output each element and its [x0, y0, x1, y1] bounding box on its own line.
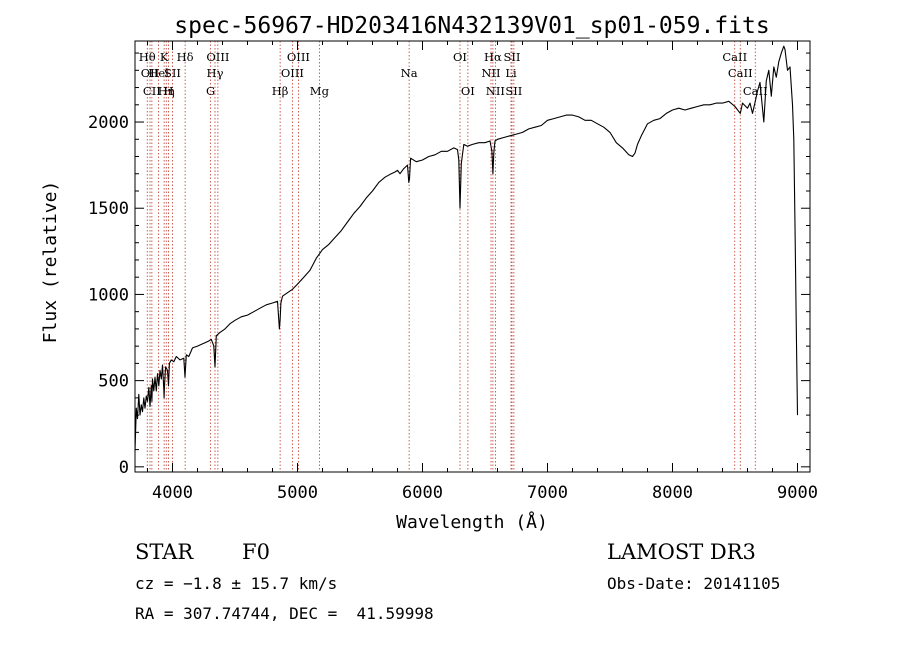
marker-label: SII: [504, 50, 521, 64]
y-axis-ticks: 0 500 1000 1500 2000: [88, 52, 810, 478]
marker-labels: Hθ OII CII Hel K HηH SII Hδ G Hγ OIII Hβ OIII OIII Mg N…: [139, 50, 768, 98]
y-axis-label: Flux (relative): [40, 181, 61, 344]
marker-label: K: [160, 50, 169, 64]
marker-label: NII: [486, 84, 505, 98]
marker-label: Hβ: [272, 84, 289, 98]
spectrum-line: [134, 45, 799, 452]
marker-label: SII: [164, 66, 181, 80]
marker-label: Hγ: [207, 66, 224, 80]
marker-label: Hα: [484, 50, 502, 64]
marker-label: NII: [481, 66, 500, 80]
marker-label: Hel: [148, 66, 169, 80]
marker-label: CII: [143, 84, 161, 98]
chart-title: spec-56967-HD203416N432139V01_sp01-059.f…: [174, 13, 769, 39]
marker-label: OI: [453, 50, 467, 64]
radec-readout: RA = 307.74744, DEC = 41.59998: [135, 604, 434, 623]
y-tick-label: 1000: [88, 285, 129, 305]
x-tick-label: 8000: [652, 483, 693, 503]
subclass: F0: [242, 540, 270, 564]
x-axis-ticks: 4000 5000 6000 7000 8000 9000: [147, 41, 818, 503]
marker-label: OIII: [206, 50, 229, 64]
plot-frame: [134, 40, 811, 473]
marker-label: Mg: [310, 84, 330, 98]
cz-readout: cz = −1.8 ± 15.7 km/s: [135, 574, 338, 593]
x-tick-label: 5000: [277, 483, 318, 503]
marker-label: Hθ: [139, 50, 156, 64]
marker-label: Na: [401, 66, 418, 80]
x-axis-label: Wavelength (Å): [396, 511, 548, 533]
y-tick-label: 1500: [88, 199, 129, 219]
marker-label: CaII: [728, 66, 753, 80]
y-tick-label: 2000: [88, 113, 129, 133]
marker-label: Hδ: [177, 50, 194, 64]
y-tick-label: 0: [119, 458, 129, 478]
marker-label: Hη: [158, 84, 175, 98]
x-tick-label: 7000: [527, 483, 568, 503]
star-type: STAR: [135, 540, 194, 564]
x-tick-label: 6000: [402, 483, 443, 503]
x-tick-label: 4000: [152, 483, 193, 503]
marker-label: OI: [461, 84, 475, 98]
x-tick-label: 9000: [777, 483, 818, 503]
marker-label: SII: [505, 84, 522, 98]
marker-label: OIII: [287, 50, 310, 64]
marker-label: OII: [141, 66, 160, 80]
y-tick-label: 500: [98, 372, 129, 392]
marker-label: CaII: [722, 50, 747, 64]
marker-label: CaII: [743, 84, 768, 98]
marker-label: Li: [505, 66, 517, 80]
obs-date: Obs-Date: 20141105: [607, 574, 781, 593]
line-markers: [146, 41, 756, 472]
marker-label: OIII: [281, 66, 304, 80]
survey-label: LAMOST DR3: [607, 540, 756, 564]
marker-label: H: [163, 84, 173, 98]
marker-label: G: [206, 84, 215, 98]
